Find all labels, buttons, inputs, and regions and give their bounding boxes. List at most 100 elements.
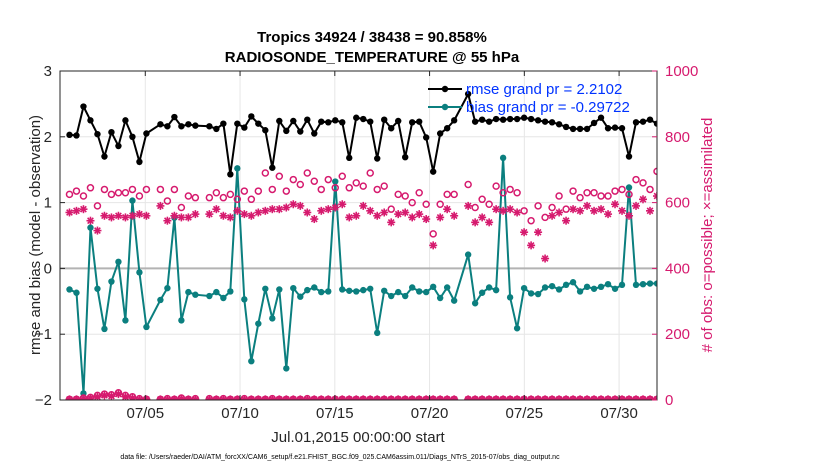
rmse-point-63 — [527, 115, 535, 123]
assimilated-point-76 — [618, 206, 627, 215]
y-tick-label-2: 0 — [44, 260, 52, 277]
rmse-point-16 — [185, 121, 192, 128]
assimilated-point-77 — [625, 211, 634, 220]
assimilated-point-56 — [478, 213, 487, 222]
possible-point-21 — [226, 190, 235, 199]
possible-point-47 — [408, 198, 416, 207]
possible-point-50 — [429, 230, 437, 238]
assimilated-point-29 — [282, 203, 291, 212]
assimilated-low-point-4 — [93, 392, 102, 400]
assimilated-point-32 — [303, 208, 312, 217]
rmse-point-50 — [429, 168, 437, 175]
rmse-point-31 — [297, 128, 304, 135]
assimilated-low-point-61 — [513, 395, 522, 400]
bias-point-77 — [625, 184, 633, 191]
bias-point-40 — [360, 286, 367, 294]
assimilated-low-point-55 — [471, 395, 480, 400]
assimilated-low-point-6 — [107, 392, 116, 400]
bias-point-63 — [527, 290, 535, 297]
legend-rmse-label: rmse grand pr = 2.2102 — [466, 81, 622, 98]
bias-point-25 — [255, 320, 262, 327]
rmse-point-3 — [87, 117, 94, 124]
assimilated-low-point-49 — [422, 395, 431, 400]
assimilated-point-27 — [268, 205, 277, 214]
bias-point-11 — [143, 323, 150, 331]
bias-point-44 — [388, 292, 395, 300]
assimilated-low-point-51 — [436, 395, 445, 400]
assimilated-point-52 — [443, 205, 452, 214]
y2-tick-label-1: 200 — [665, 326, 690, 343]
bias-point-32 — [304, 286, 311, 294]
assimilated-low-point-5 — [100, 391, 109, 400]
assimilated-low-point-47 — [408, 395, 417, 400]
possible-point-55 — [471, 203, 479, 212]
rmse-point-43 — [381, 116, 388, 123]
assimilated-low-point-75 — [611, 395, 620, 400]
assimilated-low-point-37 — [338, 395, 347, 400]
assimilated-point-41 — [366, 206, 375, 215]
rmse-point-77 — [625, 153, 633, 160]
bias-point-37 — [339, 286, 346, 293]
assimilated-point-66 — [548, 211, 557, 220]
assimilated-low-point-10 — [135, 395, 144, 400]
bias-point-73 — [597, 283, 605, 291]
possible-point-0 — [65, 190, 74, 199]
possible-point-73 — [597, 192, 605, 200]
bias-point-46 — [402, 292, 409, 300]
assimilated-low-point-13 — [163, 395, 172, 400]
rmse-line — [69, 91, 657, 175]
bias-point-76 — [618, 281, 626, 289]
assimilated-point-68 — [562, 216, 571, 225]
bias-point-67 — [555, 286, 563, 293]
assimilated-point-65 — [541, 254, 550, 263]
rmse-point-2 — [80, 103, 87, 110]
possible-point-12 — [156, 185, 165, 194]
rmse-point-78 — [632, 119, 640, 126]
rmse-point-11 — [143, 130, 150, 137]
possible-point-10 — [135, 192, 144, 200]
rmse-point-39 — [353, 114, 360, 121]
bias-point-72 — [590, 285, 598, 292]
rmse-point-51 — [436, 130, 444, 137]
y2-tick-label-3: 600 — [665, 195, 690, 212]
bias-point-35 — [325, 288, 332, 295]
rmse-point-81 — [653, 120, 657, 127]
rmse-point-19 — [213, 125, 220, 133]
bias-point-9 — [129, 197, 136, 204]
assimilated-point-69 — [569, 205, 578, 214]
x-tick-label-4: 07/25 — [506, 405, 544, 422]
bias-point-15 — [178, 317, 185, 324]
assimilated-point-71 — [583, 201, 592, 210]
assimilated-low-point-73 — [597, 395, 606, 400]
assimilated-low-point-28 — [275, 395, 284, 400]
bias-point-16 — [185, 288, 192, 296]
assimilated-low-point-46 — [401, 395, 410, 400]
bias-point-80 — [646, 280, 654, 287]
bias-point-28 — [276, 286, 283, 293]
possible-point-32 — [303, 169, 312, 177]
rmse-point-57 — [485, 118, 493, 125]
bias-point-8 — [122, 317, 129, 324]
rmse-point-44 — [388, 125, 395, 132]
possible-point-72 — [590, 188, 598, 197]
assimilated-low-point-23 — [240, 395, 249, 400]
rmse-point-32 — [304, 116, 311, 123]
bias-point-55 — [471, 300, 479, 307]
assimilated-point-67 — [555, 208, 564, 217]
assimilated-point-48 — [415, 210, 424, 219]
possible-point-6 — [107, 190, 116, 199]
assimilated-point-49 — [422, 215, 431, 224]
rmse-point-65 — [541, 118, 549, 125]
bias-point-65 — [541, 284, 549, 291]
rmse-point-76 — [618, 125, 626, 132]
bias-point-17 — [192, 291, 199, 298]
bias-point-64 — [534, 290, 542, 298]
bias-point-12 — [157, 296, 164, 304]
rmse-point-70 — [576, 125, 584, 133]
rmse-point-7 — [115, 142, 122, 150]
assimilated-point-19 — [212, 205, 221, 214]
assimilated-point-42 — [373, 211, 382, 220]
rmse-point-10 — [136, 158, 143, 166]
possible-point-14 — [170, 185, 179, 194]
assimilated-low-point-11 — [142, 395, 151, 400]
